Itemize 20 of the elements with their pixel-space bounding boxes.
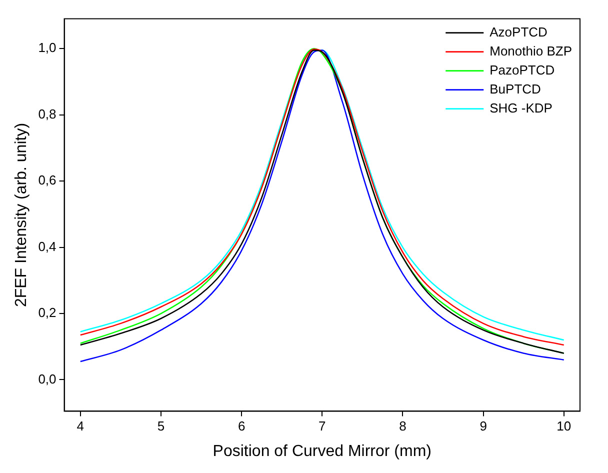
legend-label: AzoPTCD	[490, 24, 548, 40]
y-tick-label: 0,6	[38, 172, 56, 188]
y-tick-label: 1,0	[38, 40, 56, 56]
x-tick-label: 8	[399, 418, 406, 434]
y-axis-title: 2FEF Intensity (arb. unity)	[13, 122, 30, 308]
x-tick-label: 10	[556, 418, 572, 434]
y-tick-label: 0,2	[38, 305, 56, 320]
x-axis-title: Position of Curved Mirror (mm)	[212, 442, 432, 460]
legend-label: SHG -KDP	[490, 100, 552, 116]
x-tick-label: 5	[157, 418, 165, 434]
x-tick-label: 7	[318, 418, 326, 434]
y-tick-label: 0,0	[38, 371, 56, 386]
legend-label: BuPTCD	[490, 81, 541, 96]
legend-label: Monothio BZP	[490, 43, 572, 58]
x-tick-label: 6	[238, 418, 246, 434]
x-tick-label: 9	[480, 418, 487, 434]
y-tick-label: 0,8	[38, 106, 56, 122]
legend-label: PazoPTCD	[490, 62, 555, 78]
x-tick-label: 4	[76, 418, 84, 434]
y-tick-label: 0,4	[38, 238, 56, 254]
